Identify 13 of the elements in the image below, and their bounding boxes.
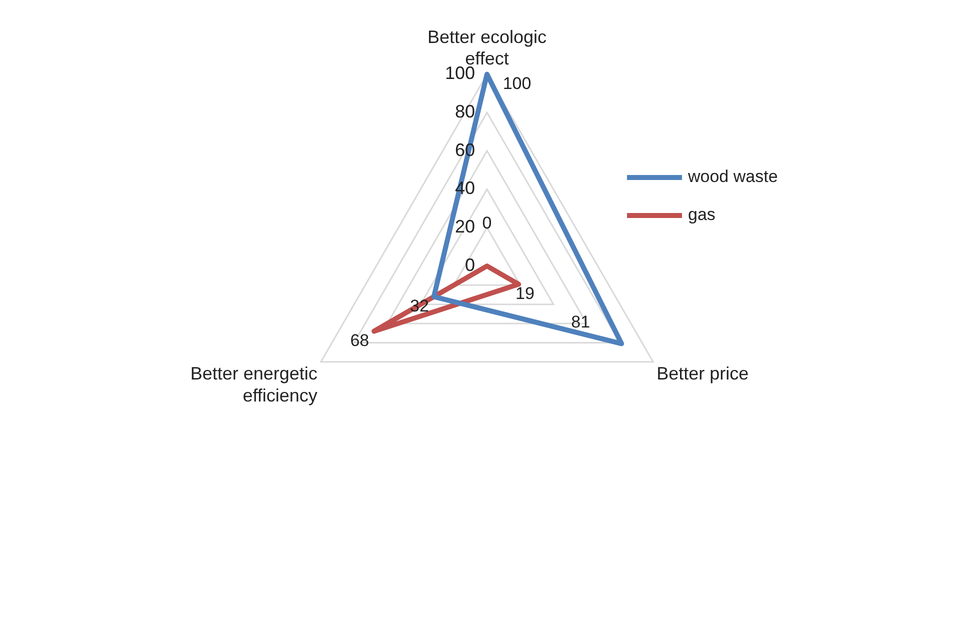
spoke-label: Better price xyxy=(656,364,749,384)
legend-label: wood waste xyxy=(688,167,778,187)
data-label: 100 xyxy=(502,74,532,93)
data-label: 0 xyxy=(482,214,492,233)
data-label: 81 xyxy=(571,312,590,332)
data-label: 32 xyxy=(410,296,429,316)
y-tick-label: 0 xyxy=(464,254,475,275)
legend-label: gas xyxy=(688,205,716,225)
y-tick-label: 80 xyxy=(454,102,475,122)
y-tick-label: 20 xyxy=(454,216,475,237)
spoke-label: Better energetic efficiency xyxy=(190,364,318,406)
data-label: 68 xyxy=(350,330,370,350)
data-label: 19 xyxy=(515,284,534,303)
